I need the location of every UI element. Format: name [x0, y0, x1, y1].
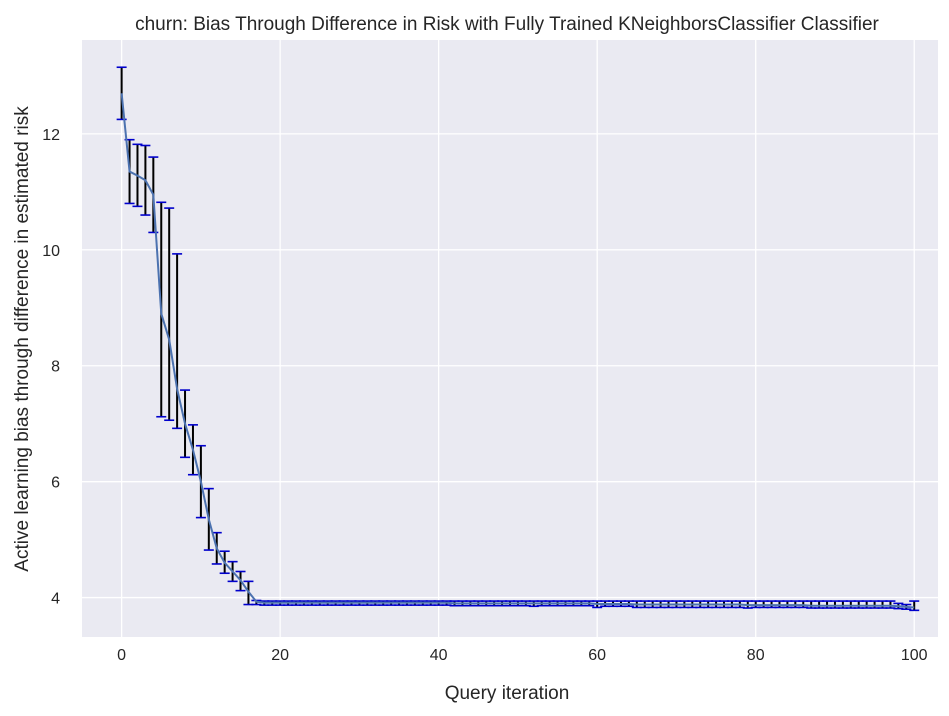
y-tick-label: 12	[42, 127, 60, 144]
grid	[82, 40, 938, 637]
x-tick-label: 0	[117, 647, 126, 664]
x-axis-label: Query iteration	[445, 683, 570, 704]
series-line	[120, 93, 915, 609]
y-tick-label: 4	[51, 591, 60, 608]
plot-background	[82, 40, 938, 637]
x-tick-labels: 0 20 40 60 80 100	[117, 647, 927, 664]
x-tick-label: 60	[588, 647, 606, 664]
y-tick-labels: 4 6 8 10 12	[42, 127, 60, 608]
y-tick-label: 10	[42, 243, 60, 260]
chart-title: churn: Bias Through Difference in Risk w…	[135, 14, 879, 35]
x-tick-label: 100	[901, 647, 928, 664]
y-axis-label: Active learning bias through difference …	[12, 106, 33, 572]
y-tick-label: 8	[51, 359, 60, 376]
x-tick-label: 40	[430, 647, 448, 664]
error-bars	[116, 66, 920, 612]
y-tick-label: 6	[51, 475, 60, 492]
x-tick-label: 20	[271, 647, 289, 664]
x-tick-label: 80	[747, 647, 765, 664]
